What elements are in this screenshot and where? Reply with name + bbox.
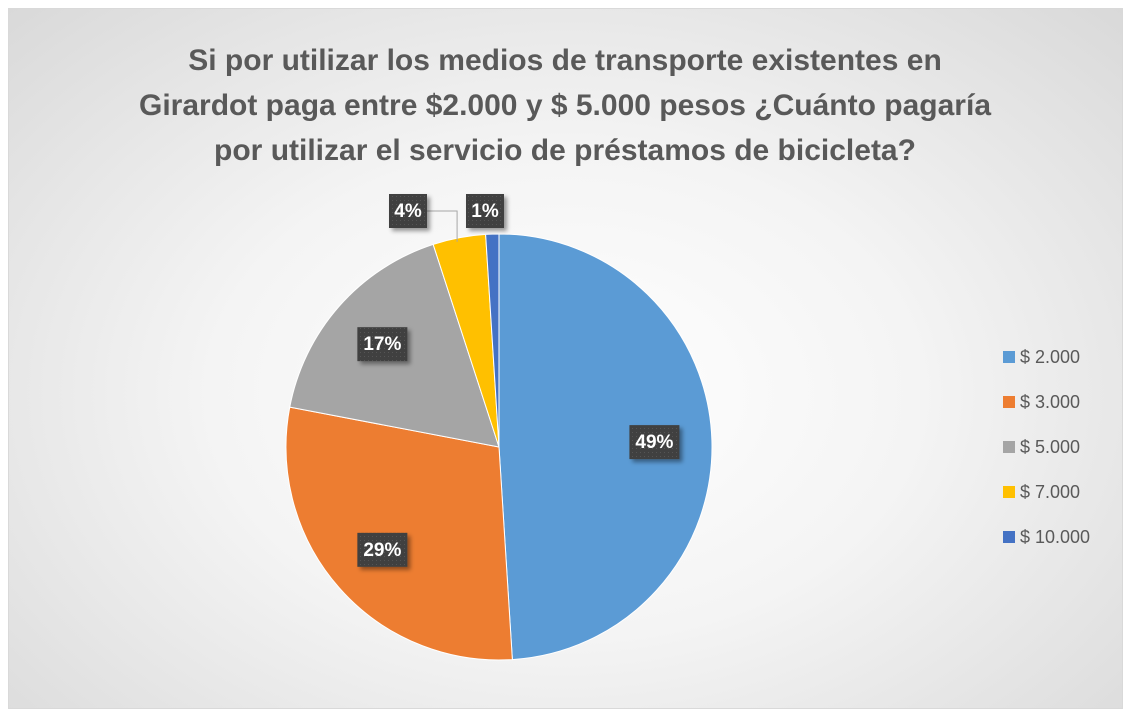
data-label-box: [389, 194, 427, 228]
data-label: 29%: [363, 540, 401, 561]
data-label: 49%: [635, 432, 673, 453]
legend-label: $ 5.000: [1020, 437, 1080, 457]
pie-slice: [498, 233, 713, 661]
data-label-box: [357, 532, 408, 567]
chart-title: Si por utilizar los medios de transporte…: [139, 44, 991, 167]
data-label: 17%: [363, 334, 401, 355]
data-label: 1%: [471, 201, 499, 222]
legend-label: $ 3.000: [1020, 392, 1080, 412]
legend-swatch: [1003, 351, 1015, 363]
data-label-box: [629, 425, 680, 460]
legend-swatch: [1003, 486, 1015, 498]
leader-line: [426, 210, 458, 242]
data-label: 4%: [394, 201, 422, 222]
pie-slice: [485, 233, 500, 448]
data-label-box: [357, 327, 408, 362]
legend-label: $ 7.000: [1020, 482, 1080, 502]
legend-swatch: [1003, 396, 1015, 408]
legend-label: $ 10.000: [1020, 527, 1090, 547]
data-label-box: [466, 194, 504, 228]
legend-swatch: [1003, 441, 1015, 453]
legend-label: $ 2.000: [1020, 347, 1080, 367]
legend-swatch: [1003, 531, 1015, 543]
